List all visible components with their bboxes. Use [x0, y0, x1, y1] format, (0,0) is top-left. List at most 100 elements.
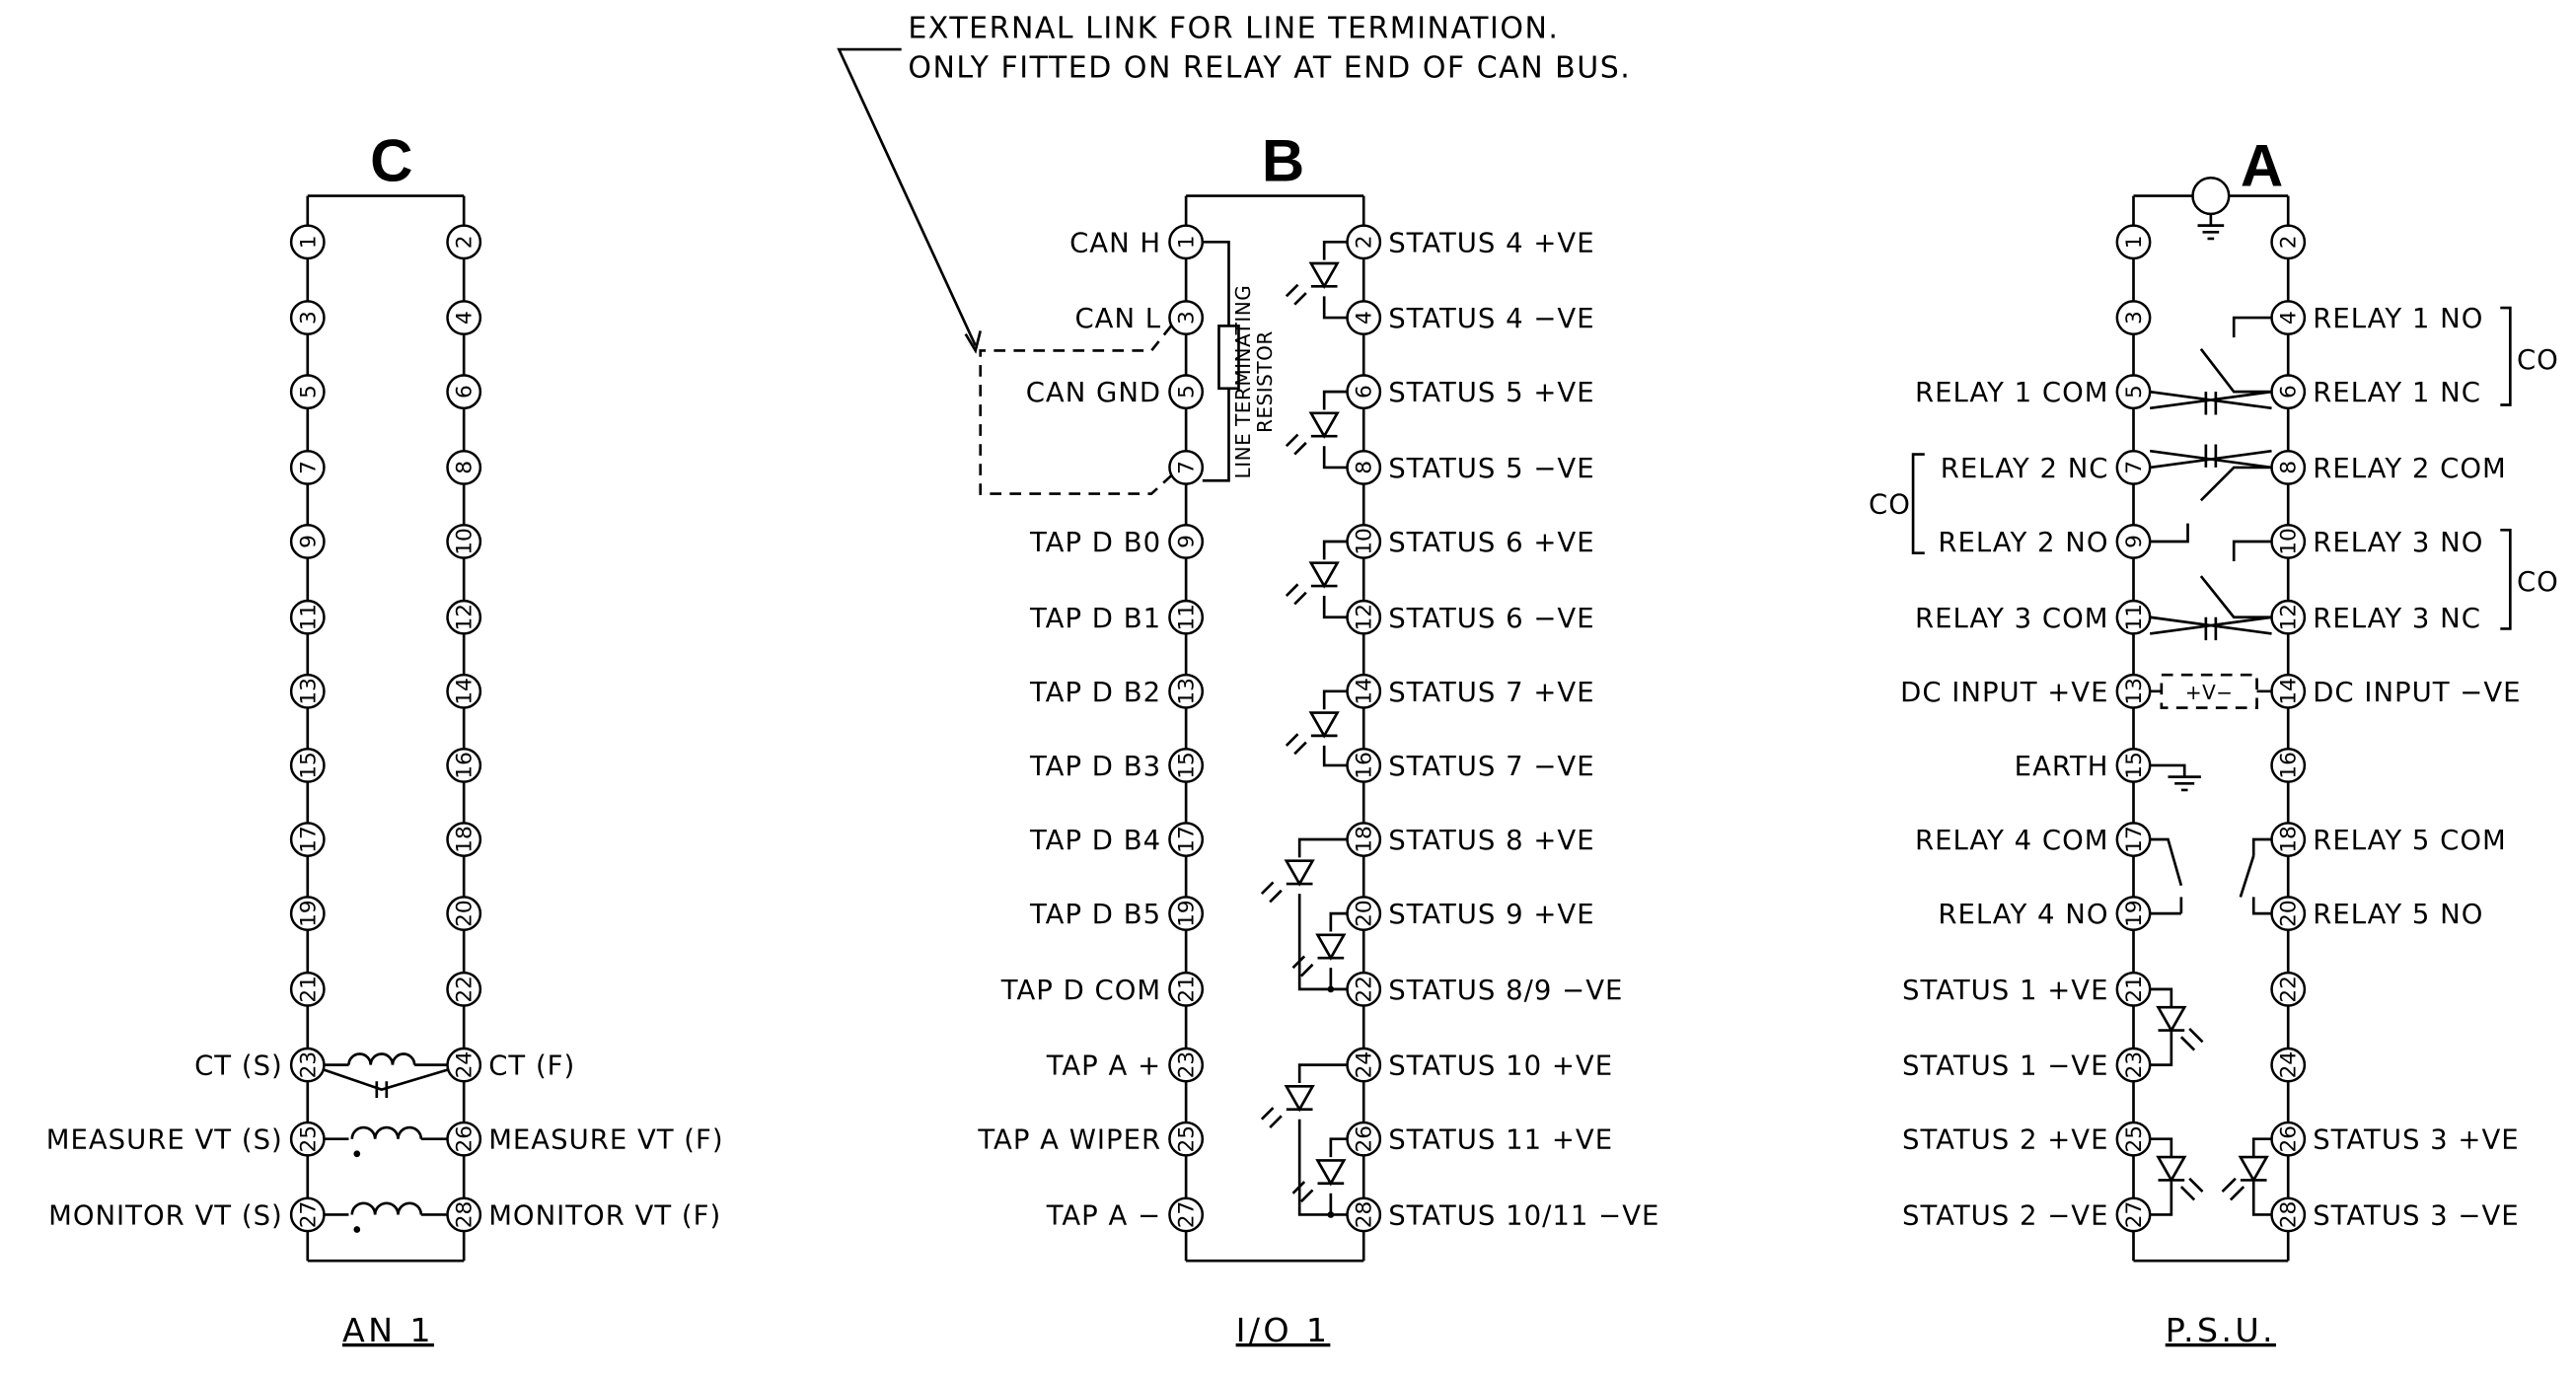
block-a-pin-8: 8 RELAY 2 COM [2270, 449, 2506, 485]
block-a-pin-18-number: 18 [2277, 826, 2302, 853]
block-c-pin-18: 18 [446, 822, 482, 857]
block-a-pin-2: 2 [2270, 224, 2307, 260]
block-b-pin-1: 1 CAN H [1069, 224, 1205, 260]
block-b-pin-17-label: TAP D B4 [1029, 825, 1161, 856]
block-c-pin-21-circle [289, 971, 326, 1007]
block-b-pin-9-circle [1168, 524, 1205, 559]
relay-1-link [2204, 392, 2218, 415]
block-c-pin-2: 2 [446, 224, 482, 260]
block-a-pin-2-number: 2 [2277, 235, 2302, 249]
ct-shorting-contact [375, 1081, 389, 1098]
status-3-opto [2238, 1155, 2269, 1184]
block-c-pin-11-circle [289, 599, 326, 635]
block-b-pin-21: 21 TAP D COM [1000, 971, 1205, 1007]
block-b-pin-25: 25 TAP A WIPER [977, 1121, 1205, 1157]
block-c-pin-26-label: MEASURE VT (F) [488, 1124, 723, 1156]
block-c-pin-17: 17 [289, 822, 326, 857]
block-b-pin-22-circle [1346, 971, 1382, 1007]
block-a-pin-14-number: 14 [2277, 678, 2302, 705]
block-c-pin-10-number: 10 [453, 528, 478, 555]
block-c-pin-5-circle [289, 374, 326, 410]
status-8-9-junction [1327, 985, 1335, 993]
relay-2-link [2204, 444, 2218, 468]
block-a-pin-23-label: STATUS 1 −VE [1902, 1050, 2108, 1082]
block-a-pin-3: 3 [2115, 300, 2152, 335]
status-6-opto-rays [1285, 583, 1307, 606]
block-a-pin-14-label: DC INPUT −VE [2313, 677, 2521, 708]
relay-3-com-wire-b [2149, 616, 2272, 635]
block-b-pin-5: 5 CAN GND [1026, 374, 1205, 410]
block-c-pin-7: 7 [289, 449, 326, 485]
block-b-title: B [1262, 128, 1304, 194]
block-b-pin-4-number: 4 [1353, 311, 1377, 325]
block-b-pin-24-circle [1346, 1047, 1382, 1083]
block-c-pin-8: 8 [446, 449, 482, 485]
block-a-pin-4-label: RELAY 1 NO [2313, 303, 2483, 334]
block-a-pin-17-circle [2115, 822, 2152, 857]
block-a-pin-10-number: 10 [2277, 528, 2302, 555]
block-a-pin-26-label: STATUS 3 +VE [2313, 1124, 2519, 1156]
dc-input-symbol: +V− [2185, 681, 2234, 704]
block-a-pin-6-number: 6 [2277, 385, 2302, 398]
status-10-opto [1284, 1084, 1315, 1113]
block-b-pin-9-label: TAP D B0 [1029, 527, 1161, 558]
ct-coil [347, 1052, 416, 1065]
block-a-pin-13-circle [2115, 673, 2152, 709]
block-b-pin-19: 19 TAP D B5 [1029, 896, 1205, 932]
block-b-pin-7: 7 [1168, 449, 1205, 485]
block-a-pin-25: 25 STATUS 2 +VE [1902, 1121, 2152, 1157]
block-b-pin-6: 6 STATUS 5 +VE [1346, 374, 1594, 410]
block-a-pin-4: 4 RELAY 1 NO [2270, 300, 2483, 335]
block-b-pin-28-label: STATUS 10/11 −VE [1388, 1199, 1659, 1231]
status-6-bottom-wire [1322, 596, 1348, 619]
block-c-pin-21-number: 21 [296, 976, 321, 1003]
block-c-pin-22-number: 22 [453, 976, 478, 1003]
status-1-opto-rays [2179, 1027, 2204, 1051]
block-a-pin-9: 9 RELAY 2 NO [1938, 524, 2152, 559]
block-a-pin-9-circle [2115, 524, 2152, 559]
block-c-pin-2-circle [446, 224, 482, 260]
block-b-pin-25-number: 25 [1175, 1125, 1200, 1153]
block-a-pin-18-circle [2270, 822, 2307, 857]
status-8-opto-rays [1260, 881, 1283, 904]
block-b-pin-5-circle [1168, 374, 1205, 410]
block-b-pin-17-number: 17 [1175, 826, 1200, 853]
block-b-pin-20-circle [1346, 896, 1382, 932]
block-a-pin-18-label: RELAY 5 COM [2313, 825, 2506, 856]
block-a-pin-19: 19 RELAY 4 NO [1938, 896, 2152, 932]
block-c-pin-17-number: 17 [296, 826, 321, 853]
block-a-pin-6-circle [2270, 374, 2307, 410]
status-8-top-wire [1297, 837, 1348, 858]
block-b-pin-25-circle [1168, 1121, 1205, 1157]
block-b-pin-23-label: TAP A + [1046, 1050, 1161, 1082]
block-b-pin-17: 17 TAP D B4 [1029, 822, 1205, 857]
block-b-pin-6-circle [1346, 374, 1382, 410]
block-a-pin-6: 6 RELAY 1 NC [2270, 374, 2480, 410]
block-a-caption: P.S.U. [2166, 1311, 2276, 1349]
block-c-pin-26: 26 MEASURE VT (F) [446, 1121, 723, 1157]
relay-1-contact-blade [2199, 347, 2272, 394]
block-c-pin-6: 6 [446, 374, 482, 410]
block-a-pin-12-circle [2270, 599, 2307, 635]
block-a-pin-22-number: 22 [2277, 976, 2302, 1003]
relay-4-contact [2150, 837, 2183, 915]
block-a-pin-12-label: RELAY 3 NC [2313, 603, 2481, 634]
block-b-pin-27-circle [1168, 1196, 1205, 1233]
status-1-opto [2156, 1005, 2187, 1034]
block-a-pin-14: 14 DC INPUT −VE [2270, 673, 2521, 709]
block-b-pin-19-number: 19 [1175, 900, 1200, 927]
relay-5-wires [2251, 837, 2272, 915]
block-a-pin-24-circle [2270, 1047, 2307, 1083]
block-a-pin-25-label: STATUS 2 +VE [1902, 1124, 2108, 1156]
status-3-top-wire [2251, 1137, 2272, 1158]
block-a-pin-9-label: RELAY 2 NO [1938, 527, 2108, 558]
relay-5-contact-blade [2239, 855, 2255, 898]
block-c-pin-26-number: 26 [453, 1125, 478, 1153]
block-b-pin-9-number: 9 [1175, 535, 1200, 548]
block-c-pin-1-number: 1 [296, 235, 321, 249]
block-b-pin-10-circle [1346, 524, 1382, 559]
block-c-pin-10-circle [446, 524, 482, 559]
block-a-pin-16: 16 [2270, 747, 2307, 783]
block-a-pin-20-circle [2270, 896, 2307, 932]
block-c-pin-2-number: 2 [453, 235, 478, 249]
